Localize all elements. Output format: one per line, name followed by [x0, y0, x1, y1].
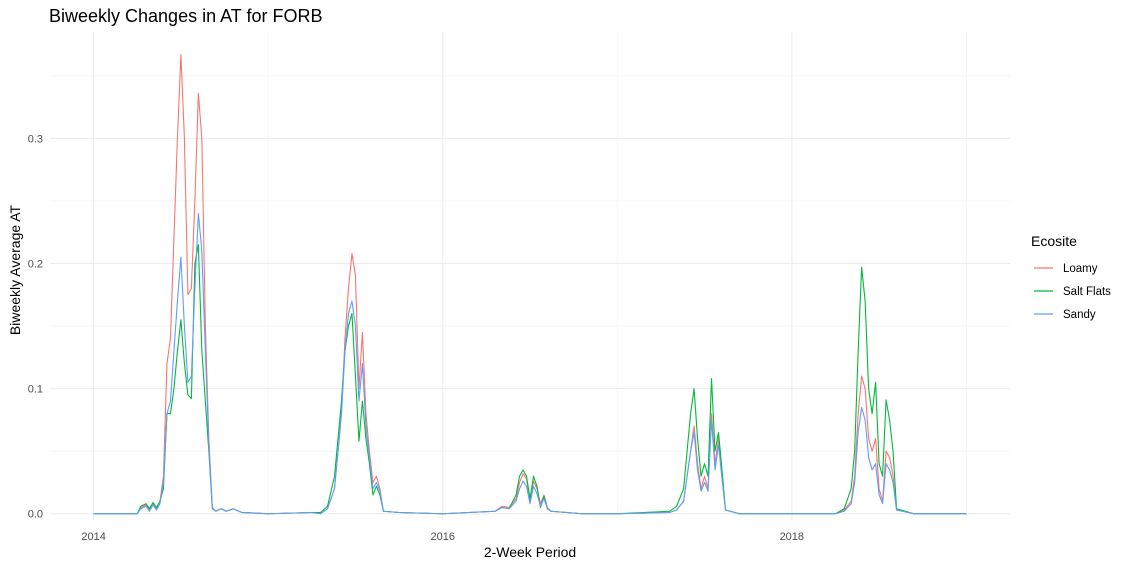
- y-axis-title: Biweekly Average AT: [7, 204, 23, 335]
- series-line-sandy: [93, 212, 967, 515]
- x-tick-label: 2014: [81, 531, 105, 543]
- y-tick-label: 0.3: [28, 133, 43, 145]
- legend-label-loamy: Loamy: [1063, 263, 1098, 275]
- legend-label-salt-flats: Salt Flats: [1063, 286, 1111, 298]
- legend-title: Ecosite: [1031, 233, 1077, 249]
- y-axis-ticks: 0.0 0.1 0.2 0.3: [28, 133, 43, 520]
- legend: Ecosite Loamy Salt Flats Sandy: [1031, 233, 1111, 321]
- series-lines: [93, 53, 967, 515]
- grid: [50, 32, 1010, 520]
- x-tick-label: 2018: [780, 531, 804, 543]
- y-tick-label: 0.0: [28, 509, 43, 521]
- y-tick-label: 0.2: [28, 258, 43, 270]
- x-axis-title: 2-Week Period: [484, 544, 576, 560]
- x-axis-ticks: 2014 2016 2018: [81, 531, 804, 543]
- y-tick-label: 0.1: [28, 384, 43, 396]
- legend-items: Loamy Salt Flats Sandy: [1034, 263, 1111, 321]
- series-line-salt-flats: [93, 244, 967, 515]
- chart-title: Biweekly Changes in AT for FORB: [49, 6, 322, 26]
- legend-label-sandy: Sandy: [1063, 309, 1096, 321]
- series-line-loamy: [93, 53, 967, 515]
- x-tick-label: 2016: [430, 531, 454, 543]
